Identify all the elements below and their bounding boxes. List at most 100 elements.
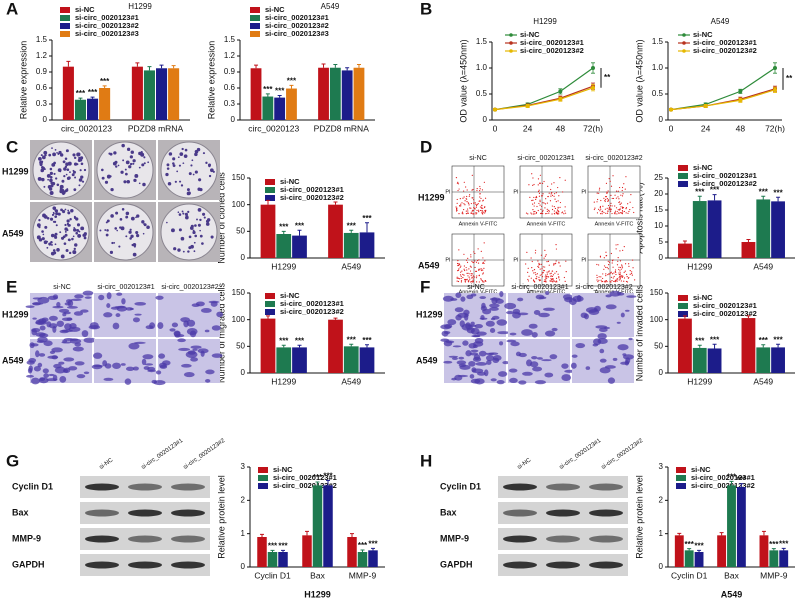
event bbox=[469, 278, 471, 280]
cell bbox=[83, 337, 96, 343]
event bbox=[632, 206, 634, 209]
significance: *** bbox=[295, 221, 305, 230]
colony bbox=[50, 233, 55, 238]
event bbox=[532, 184, 534, 187]
band bbox=[503, 561, 537, 569]
cell bbox=[35, 350, 40, 358]
colony bbox=[46, 216, 50, 220]
legend-swatch bbox=[265, 195, 275, 201]
cell bbox=[200, 307, 212, 313]
event bbox=[615, 271, 617, 274]
cell bbox=[489, 303, 500, 308]
legend-swatch bbox=[60, 7, 70, 13]
event bbox=[558, 211, 560, 213]
event bbox=[531, 213, 533, 215]
cell bbox=[604, 365, 616, 369]
legend-label: si-NC bbox=[273, 465, 293, 474]
bar bbox=[168, 68, 180, 120]
cell bbox=[159, 362, 167, 368]
event bbox=[617, 209, 619, 211]
colony bbox=[78, 184, 81, 187]
bar bbox=[74, 99, 86, 120]
colony bbox=[129, 228, 132, 231]
row-label: H1299 bbox=[2, 309, 29, 319]
event bbox=[625, 273, 628, 276]
event bbox=[476, 275, 478, 277]
event bbox=[470, 273, 473, 275]
colony bbox=[67, 161, 72, 166]
event bbox=[483, 206, 486, 209]
colony bbox=[192, 230, 196, 235]
cell bbox=[532, 366, 543, 372]
legend-swatch bbox=[265, 309, 275, 315]
event bbox=[475, 206, 477, 208]
event bbox=[559, 265, 561, 267]
colony bbox=[108, 152, 111, 155]
event bbox=[598, 276, 600, 278]
error-bar bbox=[371, 547, 375, 551]
marker bbox=[525, 103, 530, 108]
panel-label: H bbox=[420, 451, 432, 470]
error-bar bbox=[697, 195, 702, 202]
bar bbox=[286, 88, 297, 120]
cell bbox=[106, 292, 112, 300]
error-bar bbox=[365, 222, 369, 233]
event bbox=[534, 210, 536, 213]
event bbox=[474, 252, 476, 255]
bar bbox=[131, 66, 143, 120]
event bbox=[596, 192, 598, 194]
event bbox=[553, 264, 555, 266]
legend-swatch bbox=[258, 467, 268, 473]
event bbox=[481, 189, 484, 191]
colony bbox=[106, 229, 109, 232]
event bbox=[481, 212, 484, 214]
legend-swatch bbox=[678, 303, 688, 309]
event bbox=[541, 211, 544, 213]
legend-swatch bbox=[258, 475, 268, 481]
cell bbox=[70, 298, 82, 302]
colony bbox=[72, 235, 75, 238]
event bbox=[593, 208, 595, 211]
colony bbox=[63, 175, 66, 178]
event bbox=[461, 270, 463, 272]
event bbox=[534, 249, 537, 251]
cell bbox=[588, 309, 600, 315]
event bbox=[555, 201, 557, 203]
cell bbox=[58, 361, 65, 365]
event bbox=[550, 188, 552, 191]
legend-label: si-NC bbox=[693, 163, 713, 172]
colony bbox=[66, 168, 70, 172]
event bbox=[564, 179, 566, 181]
event bbox=[481, 210, 483, 212]
event bbox=[538, 263, 541, 266]
event bbox=[598, 189, 600, 191]
y-tick-label: 2 bbox=[241, 495, 246, 504]
colony bbox=[109, 250, 114, 254]
marker bbox=[558, 89, 563, 94]
event bbox=[557, 273, 559, 275]
event bbox=[629, 273, 631, 275]
event bbox=[539, 201, 541, 203]
marker bbox=[591, 85, 595, 90]
protein-label: MMP-9 bbox=[440, 533, 469, 543]
cell bbox=[457, 374, 469, 378]
error-bar bbox=[297, 229, 302, 236]
x-tick-label: A549 bbox=[341, 376, 361, 386]
event bbox=[533, 196, 535, 199]
cell bbox=[180, 317, 190, 323]
event bbox=[474, 202, 476, 204]
legend-label: si-circ_0020123#1 bbox=[265, 13, 329, 22]
event bbox=[460, 280, 463, 282]
legend-swatch bbox=[678, 173, 688, 179]
event bbox=[468, 268, 470, 270]
cell bbox=[474, 378, 485, 385]
legend-label: si-circ_0020123#1 bbox=[520, 38, 584, 47]
band bbox=[546, 483, 580, 491]
event bbox=[629, 270, 631, 272]
cell bbox=[470, 321, 475, 326]
band bbox=[85, 561, 119, 569]
event bbox=[467, 210, 469, 212]
protein-label: Cyclin D1 bbox=[12, 481, 53, 491]
cell bbox=[458, 356, 465, 360]
error-bar bbox=[270, 549, 275, 552]
